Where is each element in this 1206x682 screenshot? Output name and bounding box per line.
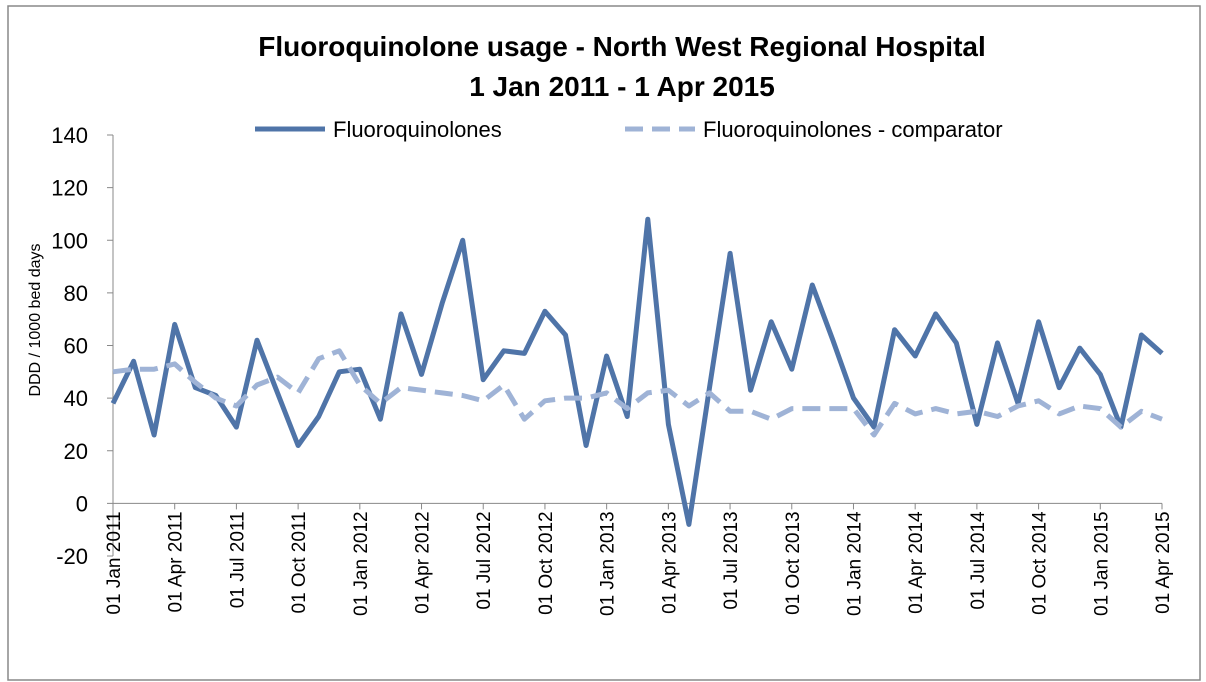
chart-frame	[7, 5, 1201, 681]
y-tick-label: 140	[51, 123, 88, 148]
x-tick-label: 01 Jan 2012	[351, 511, 372, 616]
y-axis-label: DDD / 1000 bed days	[27, 244, 44, 397]
y-tick-label: 20	[64, 439, 88, 464]
y-tick-label: 100	[51, 228, 88, 253]
x-tick-label: 01 Jan 2011	[104, 511, 125, 614]
y-tick-label: 60	[64, 334, 88, 359]
x-tick-label: 01 Jul 2012	[474, 511, 495, 609]
y-tick-label: 120	[51, 176, 88, 201]
series-line	[110, 216, 1164, 527]
x-tick-label: 01 Oct 2013	[783, 511, 804, 615]
x-tick-label: 01 Apr 2011	[166, 511, 187, 612]
y-tick-label: -20	[56, 544, 88, 569]
x-tick-label: 01 Jan 2013	[598, 511, 619, 616]
x-tick-label: 01 Oct 2012	[536, 511, 557, 615]
x-tick-label: 01 Apr 2014	[906, 511, 927, 614]
x-tick-label: 01 Apr 2012	[413, 511, 434, 613]
y-tick-label: 80	[64, 281, 88, 306]
x-tick-label: 01 Jul 2011	[227, 511, 248, 608]
legend-label: Fluoroquinolones	[333, 117, 502, 142]
x-tick-label: 01 Jul 2014	[968, 511, 989, 610]
chart-subtitle: 1 Jan 2011 - 1 Apr 2015	[469, 71, 775, 102]
y-tick-label: 0	[76, 491, 88, 516]
x-tick-label: 01 Oct 2014	[1030, 511, 1051, 615]
x-tick-label: 01 Jul 2013	[721, 511, 742, 609]
x-tick-label: 01 Apr 2013	[659, 511, 680, 613]
x-tick-label: 01 Jan 2015	[1091, 511, 1112, 616]
x-tick-label: 01 Oct 2011	[289, 511, 310, 613]
legend-label: Fluoroquinolones - comparator	[703, 117, 1003, 142]
x-tick-label: 01 Jan 2014	[844, 511, 865, 616]
y-tick-label: 40	[64, 386, 88, 411]
x-tick-label: 01 Apr 2015	[1153, 511, 1174, 613]
chart-title: Fluoroquinolone usage - North West Regio…	[258, 31, 986, 62]
series-line	[112, 348, 1163, 438]
